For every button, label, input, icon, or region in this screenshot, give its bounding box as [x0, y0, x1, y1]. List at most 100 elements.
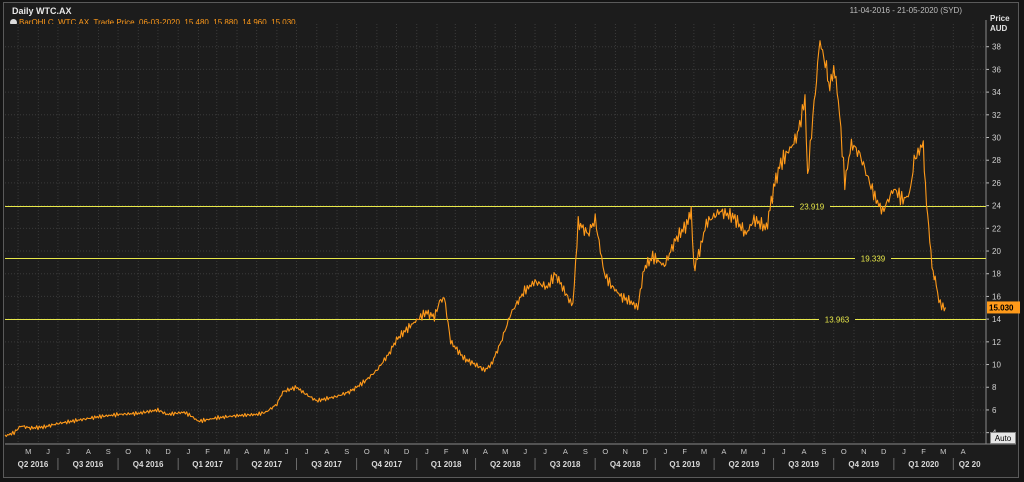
x-month-label: A	[324, 447, 329, 456]
x-month-label: N	[145, 447, 150, 456]
y-tick-label: 28	[992, 156, 1001, 165]
x-month-label: O	[602, 447, 608, 456]
x-month-label: J	[782, 447, 786, 456]
x-month-label: A	[483, 447, 488, 456]
x-month-label: D	[642, 447, 648, 456]
x-month-label: S	[106, 447, 111, 456]
x-month-label: S	[344, 447, 349, 456]
y-tick-label: 38	[992, 43, 1001, 52]
y-tick-label: 24	[992, 202, 1001, 211]
y-tick-label: 32	[992, 111, 1001, 120]
x-month-label: A	[961, 447, 966, 456]
x-month-label: A	[244, 447, 249, 456]
x-quarter-label: Q4 2016	[133, 460, 164, 469]
y-tick-label: 36	[992, 65, 1001, 74]
x-quarter-label: Q3 2019	[788, 460, 819, 469]
x-month-label: D	[165, 447, 171, 456]
y-tick-label: 22	[992, 224, 1001, 233]
x-quarter-label: Q4 2018	[610, 460, 641, 469]
y-tick-label: 30	[992, 134, 1001, 143]
x-month-label: N	[384, 447, 389, 456]
y-tick-label: 18	[992, 270, 1001, 279]
x-month-label: J	[305, 447, 309, 456]
x-month-label: F	[205, 447, 210, 456]
x-month-label: J	[425, 447, 429, 456]
level-label: 13.963	[825, 316, 850, 325]
x-month-label: F	[444, 447, 449, 456]
x-quarter-label: Q3 2016	[73, 460, 104, 469]
y-tick-label: 12	[992, 338, 1001, 347]
x-quarter-label: Q2 2016	[18, 460, 49, 469]
x-month-label: S	[821, 447, 826, 456]
x-month-label: J	[664, 447, 668, 456]
x-month-label: M	[224, 447, 230, 456]
x-month-label: J	[762, 447, 766, 456]
x-month-label: S	[583, 447, 588, 456]
last-price-badge	[987, 301, 1020, 314]
x-month-label: M	[264, 447, 270, 456]
chart-title: Daily WTC.AX	[12, 6, 72, 16]
y-tick-label: 14	[992, 315, 1001, 324]
x-quarter-label: Q3 2017	[311, 460, 342, 469]
x-month-label: M	[701, 447, 707, 456]
x-month-label: J	[523, 447, 527, 456]
x-quarter-label: Q2 20	[959, 460, 981, 469]
x-month-label: F	[682, 447, 687, 456]
y-tick-label: 16	[992, 292, 1001, 301]
y-tick-label: 20	[992, 247, 1001, 256]
x-month-label: O	[364, 447, 370, 456]
x-month-label: A	[721, 447, 726, 456]
y-tick-label: 6	[992, 406, 997, 415]
last-price-label: 15.030	[989, 303, 1014, 312]
x-month-label: J	[46, 447, 50, 456]
x-month-label: D	[881, 447, 887, 456]
level-label: 23.919	[800, 203, 825, 212]
y-axis-title: Price	[990, 14, 1010, 23]
level-label-bg	[855, 253, 891, 264]
x-quarter-label: Q1 2017	[192, 460, 223, 469]
x-month-label: M	[462, 447, 468, 456]
x-month-label: O	[841, 447, 847, 456]
x-quarter-label: Q1 2019	[669, 460, 700, 469]
x-quarter-label: Q4 2019	[848, 460, 879, 469]
x-month-label: J	[186, 447, 190, 456]
x-month-label: J	[66, 447, 70, 456]
x-quarter-label: Q4 2017	[371, 460, 402, 469]
x-month-label: F	[921, 447, 926, 456]
x-month-label: N	[861, 447, 866, 456]
price-series-line[interactable]	[4, 40, 947, 438]
x-month-label: D	[404, 447, 410, 456]
x-quarter-label: Q1 2018	[431, 460, 462, 469]
level-label-bg	[819, 314, 855, 325]
y-axis-title: AUD	[990, 24, 1008, 33]
x-month-label: M	[502, 447, 508, 456]
level-label-bg	[794, 201, 830, 212]
x-month-label: A	[86, 447, 91, 456]
x-month-label: J	[543, 447, 547, 456]
x-quarter-label: Q3 2018	[550, 460, 581, 469]
x-quarter-label: Q2 2017	[251, 460, 282, 469]
series-circle-icon	[10, 19, 17, 26]
x-month-label: N	[623, 447, 628, 456]
y-tick-label: 34	[992, 88, 1001, 97]
x-month-label: J	[902, 447, 906, 456]
y-tick-label: 8	[992, 383, 997, 392]
x-month-label: M	[940, 447, 946, 456]
x-quarter-label: Q1 2020	[908, 460, 939, 469]
x-quarter-label: Q2 2019	[729, 460, 760, 469]
series-legend-text: BarOHLC, WTC.AX, Trade Price, 06-03-2020…	[19, 18, 296, 27]
x-month-label: M	[25, 447, 31, 456]
auto-scale-button[interactable]: Auto	[990, 432, 1016, 444]
x-month-label: A	[801, 447, 806, 456]
x-month-label: M	[741, 447, 747, 456]
y-tick-label: 26	[992, 179, 1001, 188]
date-range: 11-04-2016 - 21-05-2020 (SYD)	[849, 6, 962, 15]
level-label: 19.339	[861, 255, 886, 264]
x-month-label: O	[125, 447, 131, 456]
x-month-label: J	[285, 447, 289, 456]
series-legend[interactable]: BarOHLC, WTC.AX, Trade Price, 06-03-2020…	[10, 18, 296, 27]
x-quarter-label: Q2 2018	[490, 460, 521, 469]
y-tick-label: 10	[992, 361, 1001, 370]
x-month-label: A	[563, 447, 568, 456]
